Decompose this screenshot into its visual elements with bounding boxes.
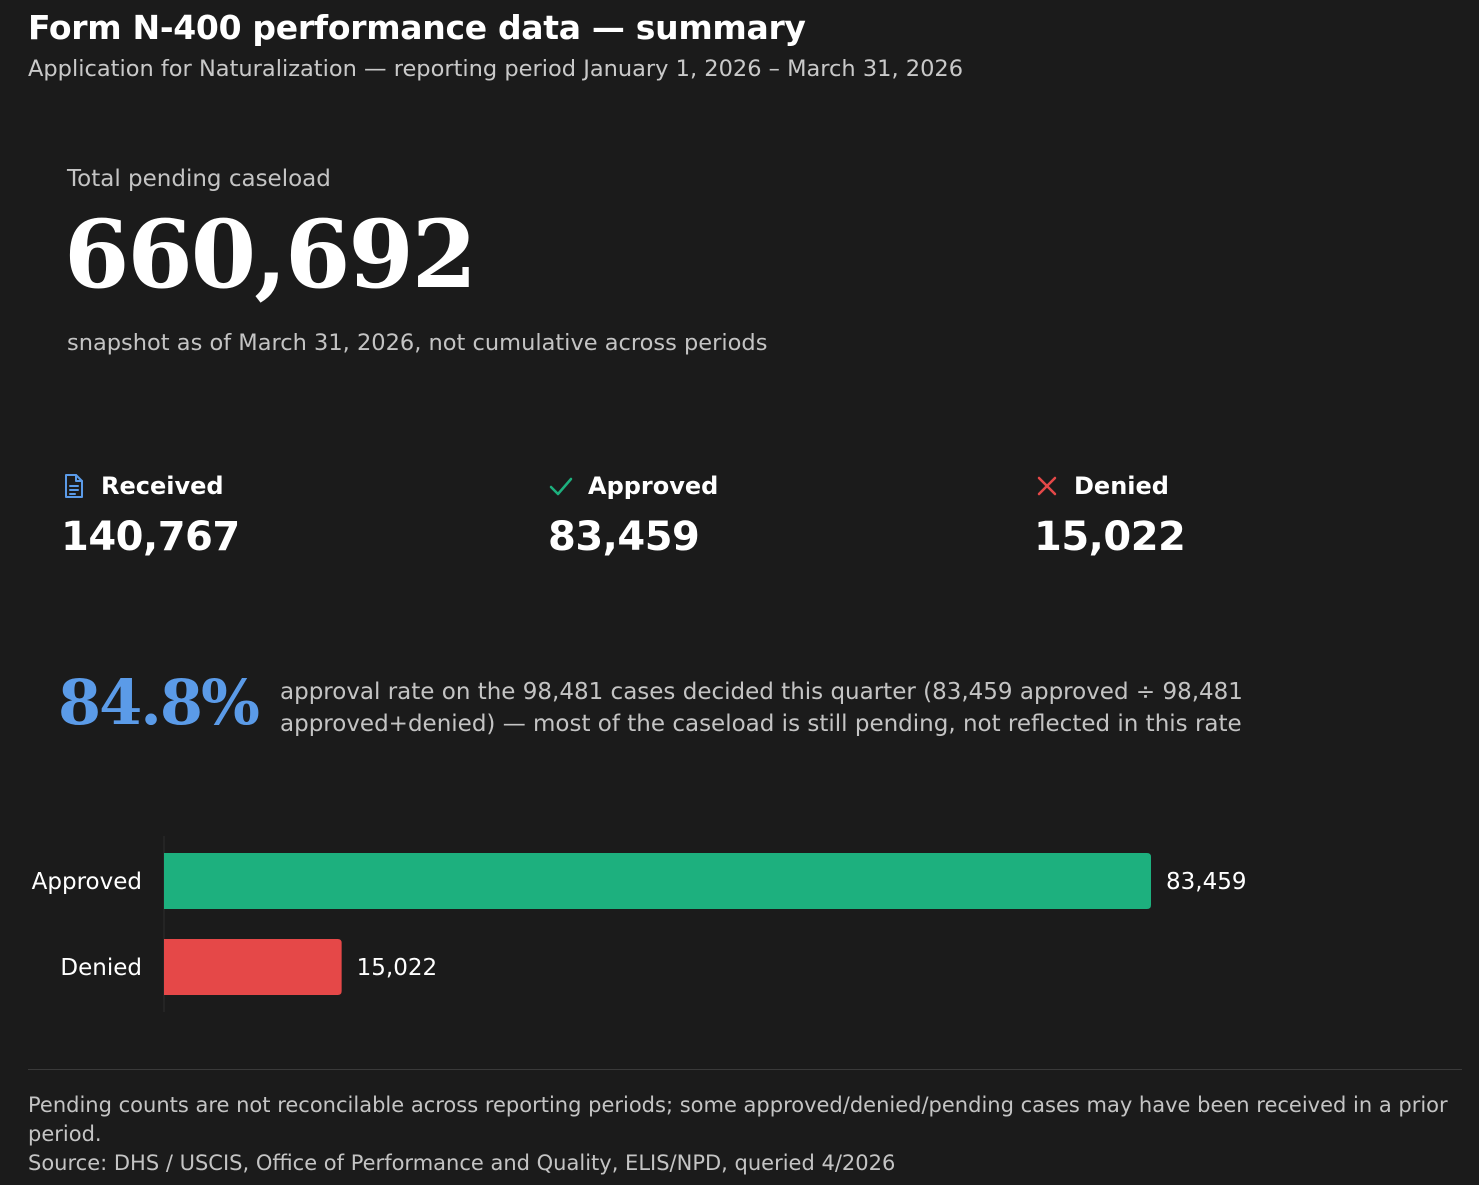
bar-label-denied: Denied: [60, 955, 142, 981]
bar-value-denied: 15,022: [357, 955, 437, 981]
stat-approved-header: Approved: [548, 470, 718, 502]
document-icon: [61, 473, 87, 499]
check-icon: [548, 473, 574, 499]
footnote: Pending counts are not reconcilable acro…: [28, 1091, 1458, 1178]
bar-chart: Approved 83,459 Denied 15,022: [32, 836, 1246, 1012]
stat-approved-label: Approved: [588, 472, 719, 500]
stat-received-label: Received: [101, 472, 224, 500]
stat-denied: Denied 15,022: [1034, 470, 1186, 560]
x-icon: [1034, 473, 1060, 499]
stat-denied-value: 15,022: [1034, 514, 1186, 560]
page-subtitle: Application for Naturalization — reporti…: [28, 56, 964, 82]
stat-approved-value: 83,459: [548, 514, 700, 560]
page-title: Form N-400 performance data — summary: [28, 8, 806, 47]
bar-label-approved: Approved: [32, 869, 142, 895]
stat-denied-header: Denied: [1034, 470, 1185, 502]
stat-received-header: Received: [61, 470, 240, 502]
footer-divider: [28, 1069, 1462, 1070]
stat-received: Received 140,767: [61, 470, 240, 560]
stat-approved: Approved 83,459: [548, 470, 718, 560]
bar-approved: [164, 853, 1151, 909]
stat-received-value: 140,767: [61, 514, 240, 560]
bar-denied: [164, 939, 342, 995]
bar-value-approved: 83,459: [1166, 869, 1246, 895]
pending-caseload-note: snapshot as of March 31, 2026, not cumul…: [67, 330, 768, 356]
pending-caseload-label: Total pending caseload: [67, 166, 331, 192]
pending-caseload-value: 660,692: [64, 200, 477, 310]
footnote-note: Pending counts are not reconcilable acro…: [28, 1093, 1448, 1146]
stat-denied-label: Denied: [1074, 472, 1169, 500]
footnote-source: Source: DHS / USCIS, Office of Performan…: [28, 1151, 896, 1175]
approval-rate-value: 84.8%: [58, 666, 260, 739]
approval-rate-description: approval rate on the 98,481 cases decide…: [280, 679, 1243, 737]
